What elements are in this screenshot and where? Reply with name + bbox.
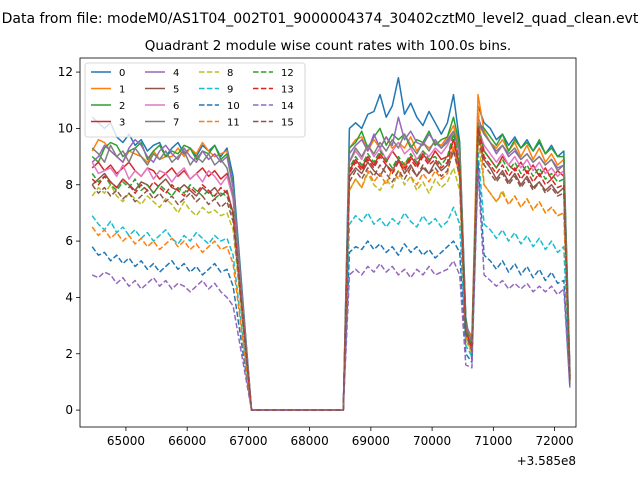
- x-tick-label: 69000: [352, 434, 390, 448]
- legend-label-3: 3: [119, 118, 125, 129]
- x-tick-label: 68000: [291, 434, 329, 448]
- chart-title: Quadrant 2 module wise count rates with …: [145, 38, 511, 54]
- x-offset-label: +3.585e8: [517, 454, 576, 468]
- legend-label-12: 12: [281, 68, 294, 79]
- series-layer: [91, 76, 571, 411]
- y-tick-label: 8: [65, 178, 73, 192]
- legend-label-1: 1: [119, 85, 125, 96]
- y-tick-label: 2: [65, 347, 73, 361]
- x-tick-label: 67000: [229, 434, 267, 448]
- legend-label-2: 2: [119, 101, 125, 112]
- legend-label-9: 9: [227, 85, 233, 96]
- x-tick-label: 70000: [413, 434, 451, 448]
- legend-label-13: 13: [281, 85, 294, 96]
- legend-label-6: 6: [173, 101, 179, 112]
- legend-label-11: 11: [227, 118, 240, 129]
- x-tick-label: 71000: [474, 434, 512, 448]
- legend-label-8: 8: [227, 68, 233, 79]
- y-tick-label: 12: [58, 65, 73, 79]
- y-tick-label: 6: [65, 234, 73, 248]
- legend-label-14: 14: [281, 101, 294, 112]
- axes-border: [79, 57, 577, 428]
- legend-label-0: 0: [119, 68, 125, 79]
- x-tick-label: 65000: [107, 434, 145, 448]
- legend-label-15: 15: [281, 118, 294, 129]
- y-tick-label: 0: [65, 403, 73, 417]
- y-tick-label: 4: [65, 290, 73, 304]
- plot-area: 65000 66000 67000 68000 69000 70000 71000 72000…: [58, 57, 577, 468]
- legend-label-4: 4: [173, 68, 179, 79]
- x-tick-label: 72000: [535, 434, 573, 448]
- x-tick-label: 66000: [168, 434, 206, 448]
- legend-label-10: 10: [227, 101, 240, 112]
- y-tick-label: 10: [58, 121, 73, 135]
- y-axis: 0 2 4 6 8 10 12: [58, 65, 80, 417]
- figure-suptitle: Data from file: modeM0/AS1T04_002T01_900…: [2, 11, 639, 27]
- series-line-15: [91, 136, 571, 411]
- legend-frame: [84, 62, 306, 138]
- legend-label-5: 5: [173, 85, 179, 96]
- legend-label-7: 7: [173, 118, 179, 129]
- x-axis: 65000 66000 67000 68000 69000 70000 71000 72000: [107, 427, 574, 448]
- series-line-9: [91, 150, 571, 411]
